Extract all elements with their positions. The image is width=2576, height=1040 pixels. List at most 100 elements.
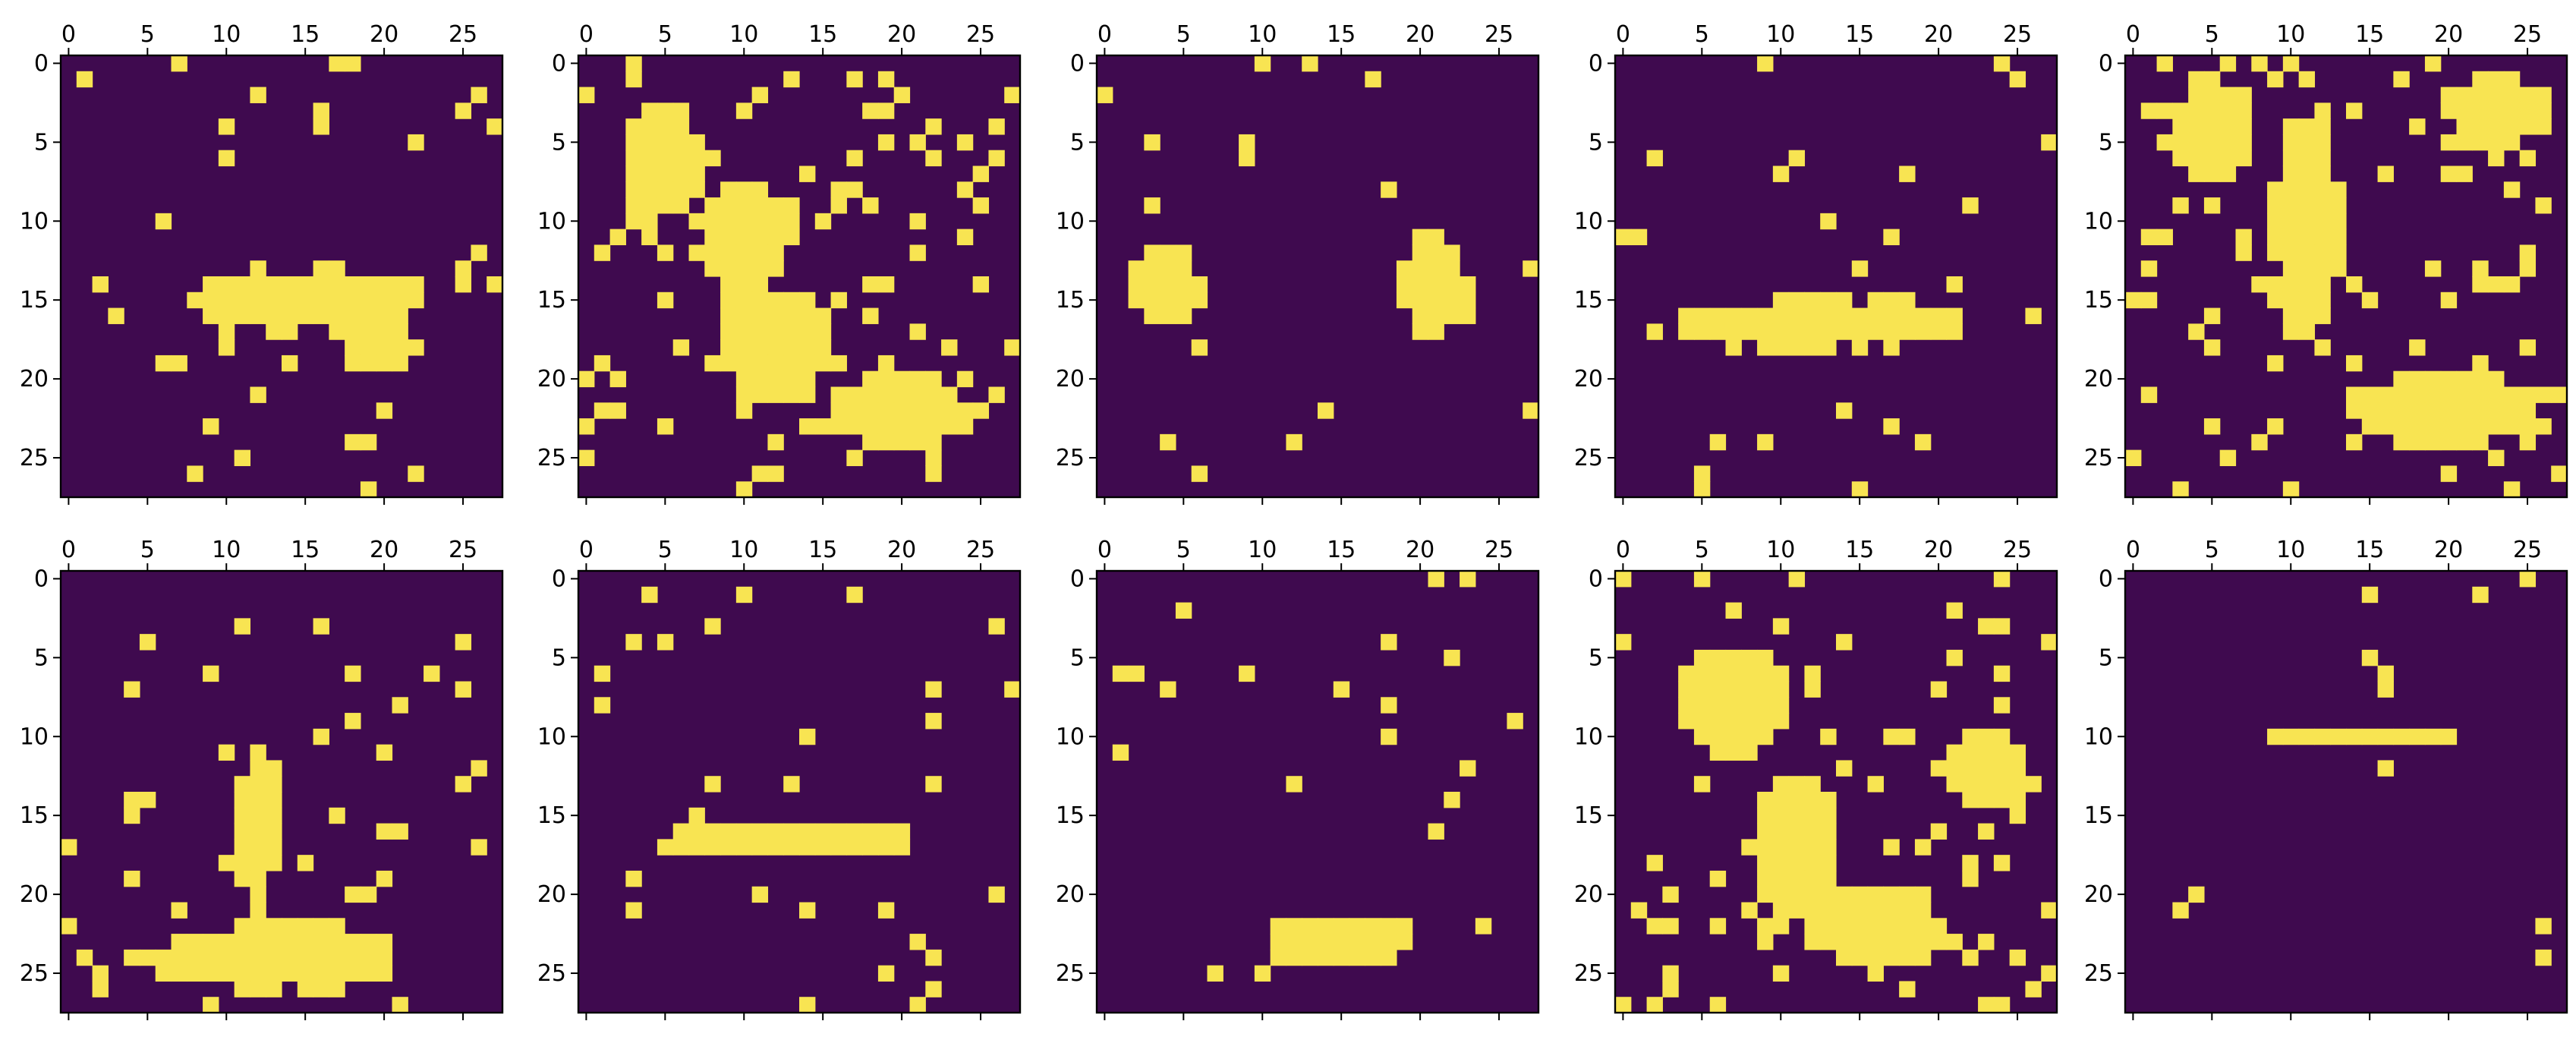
heatmap-cell — [1444, 307, 1460, 324]
heatmap-cell — [203, 934, 219, 950]
heatmap-cell — [783, 213, 800, 230]
heatmap-cell — [250, 792, 266, 808]
y-tick-label: 5 — [1589, 129, 1603, 156]
heatmap-cell — [455, 776, 472, 793]
heatmap-cell — [2330, 181, 2347, 198]
heatmap-cell — [1930, 823, 1948, 840]
heatmap-cell — [1804, 792, 1821, 808]
heatmap-cell — [925, 449, 942, 467]
heatmap-cell — [187, 949, 203, 966]
y-tick-label: 0 — [1589, 566, 1603, 592]
y-tick-label: 20 — [20, 366, 49, 392]
heatmap-cell — [250, 839, 266, 856]
heatmap-cell — [250, 260, 266, 277]
heatmap-cell — [1946, 649, 1963, 667]
heatmap-cell — [2282, 213, 2300, 230]
heatmap-cell — [814, 307, 832, 324]
heatmap-cell — [282, 934, 298, 950]
heatmap-cell — [1867, 323, 1884, 340]
heatmap-cell — [1788, 323, 1806, 340]
heatmap-cell — [2440, 87, 2458, 103]
heatmap-cell — [250, 855, 266, 871]
heatmap-cell — [1788, 339, 1806, 356]
heatmap-cell — [1883, 339, 1900, 356]
heatmap-cell — [625, 181, 642, 198]
axes-frame — [577, 54, 1022, 499]
heatmap-cell — [2188, 150, 2205, 167]
y-tick-label: 5 — [2099, 129, 2113, 156]
heatmap-cell — [1444, 649, 1460, 667]
heatmap-cell — [688, 181, 705, 198]
y-tick-label: 15 — [1574, 802, 1603, 829]
heatmap-cell — [720, 839, 737, 856]
heatmap-cell — [688, 807, 705, 824]
heatmap-cell — [704, 823, 721, 840]
heatmap-cell — [1709, 870, 1727, 887]
heatmap-cell — [704, 228, 721, 246]
heatmap-cell — [877, 276, 895, 293]
heatmap-cell — [1757, 870, 1774, 887]
heatmap-cell — [360, 307, 377, 324]
x-tick-label: 0 — [579, 21, 594, 48]
heatmap-cell — [266, 776, 282, 793]
heatmap-cell — [877, 134, 895, 151]
x-tick-label: 15 — [2355, 537, 2384, 563]
heatmap-cell — [250, 760, 266, 777]
x-tick-label: 0 — [61, 21, 76, 48]
heatmap-cell — [1144, 134, 1160, 151]
heatmap-cell — [925, 465, 942, 482]
heatmap-cell — [297, 276, 314, 293]
y-tick-label: 10 — [2084, 723, 2113, 750]
heatmap-cell — [2330, 228, 2347, 246]
heatmap-cell — [1804, 339, 1821, 356]
heatmap-cell — [877, 839, 895, 856]
heatmap-cell — [1693, 713, 1711, 730]
heatmap-cell — [2298, 213, 2316, 230]
y-tick-label: 25 — [2084, 445, 2113, 471]
heatmap-cell — [455, 681, 472, 698]
heatmap-cell — [2298, 197, 2316, 214]
heatmap-cell — [1693, 697, 1711, 714]
heatmap-cell — [2188, 323, 2205, 340]
heatmap-cell — [783, 823, 800, 840]
heatmap-cell — [203, 307, 219, 324]
x-tick-label: 5 — [2205, 537, 2219, 563]
heatmap-cell — [2203, 339, 2221, 356]
heatmap-cell — [1788, 150, 1806, 167]
heatmap-cell — [2314, 244, 2331, 261]
heatmap-cell — [2519, 260, 2537, 277]
x-tick-label: 10 — [212, 21, 241, 48]
y-tick-label: 10 — [1574, 208, 1603, 235]
heatmap-cell — [1993, 776, 2011, 793]
heatmap-cell — [2203, 197, 2221, 214]
heatmap-cell — [1772, 855, 1790, 871]
heatmap-cell — [1757, 681, 1774, 698]
heatmap-cell — [735, 307, 753, 324]
axes-frame — [1614, 54, 2058, 499]
heatmap-cell — [266, 949, 282, 966]
heatmap-cell — [1930, 323, 1948, 340]
heatmap-cell — [266, 981, 282, 997]
heatmap-cell — [735, 586, 753, 604]
heatmap-cell — [893, 418, 911, 435]
y-tick-label: 0 — [1589, 50, 1603, 77]
heatmap-background — [1615, 55, 2057, 497]
heatmap-cell — [155, 949, 172, 966]
heatmap-background — [2125, 571, 2567, 1013]
heatmap-cell — [2314, 276, 2331, 293]
x-tick-label: 0 — [1616, 21, 1630, 48]
heatmap-cell — [2472, 118, 2489, 135]
heatmap-cell — [2519, 433, 2537, 451]
heatmap-cell — [455, 102, 472, 119]
y-tick-label: 25 — [537, 960, 566, 987]
heatmap-cell — [1662, 886, 1679, 903]
heatmap-cell — [1883, 228, 1900, 246]
heatmap-cell — [2282, 481, 2300, 498]
heatmap-cell — [313, 981, 329, 997]
heatmap-cell — [408, 134, 424, 151]
heatmap-cell — [2393, 370, 2410, 388]
heatmap-cell — [735, 228, 753, 246]
heatmap-cell — [1412, 292, 1429, 309]
y-tick-label: 25 — [1056, 445, 1085, 471]
heatmap-cell — [2409, 728, 2426, 745]
